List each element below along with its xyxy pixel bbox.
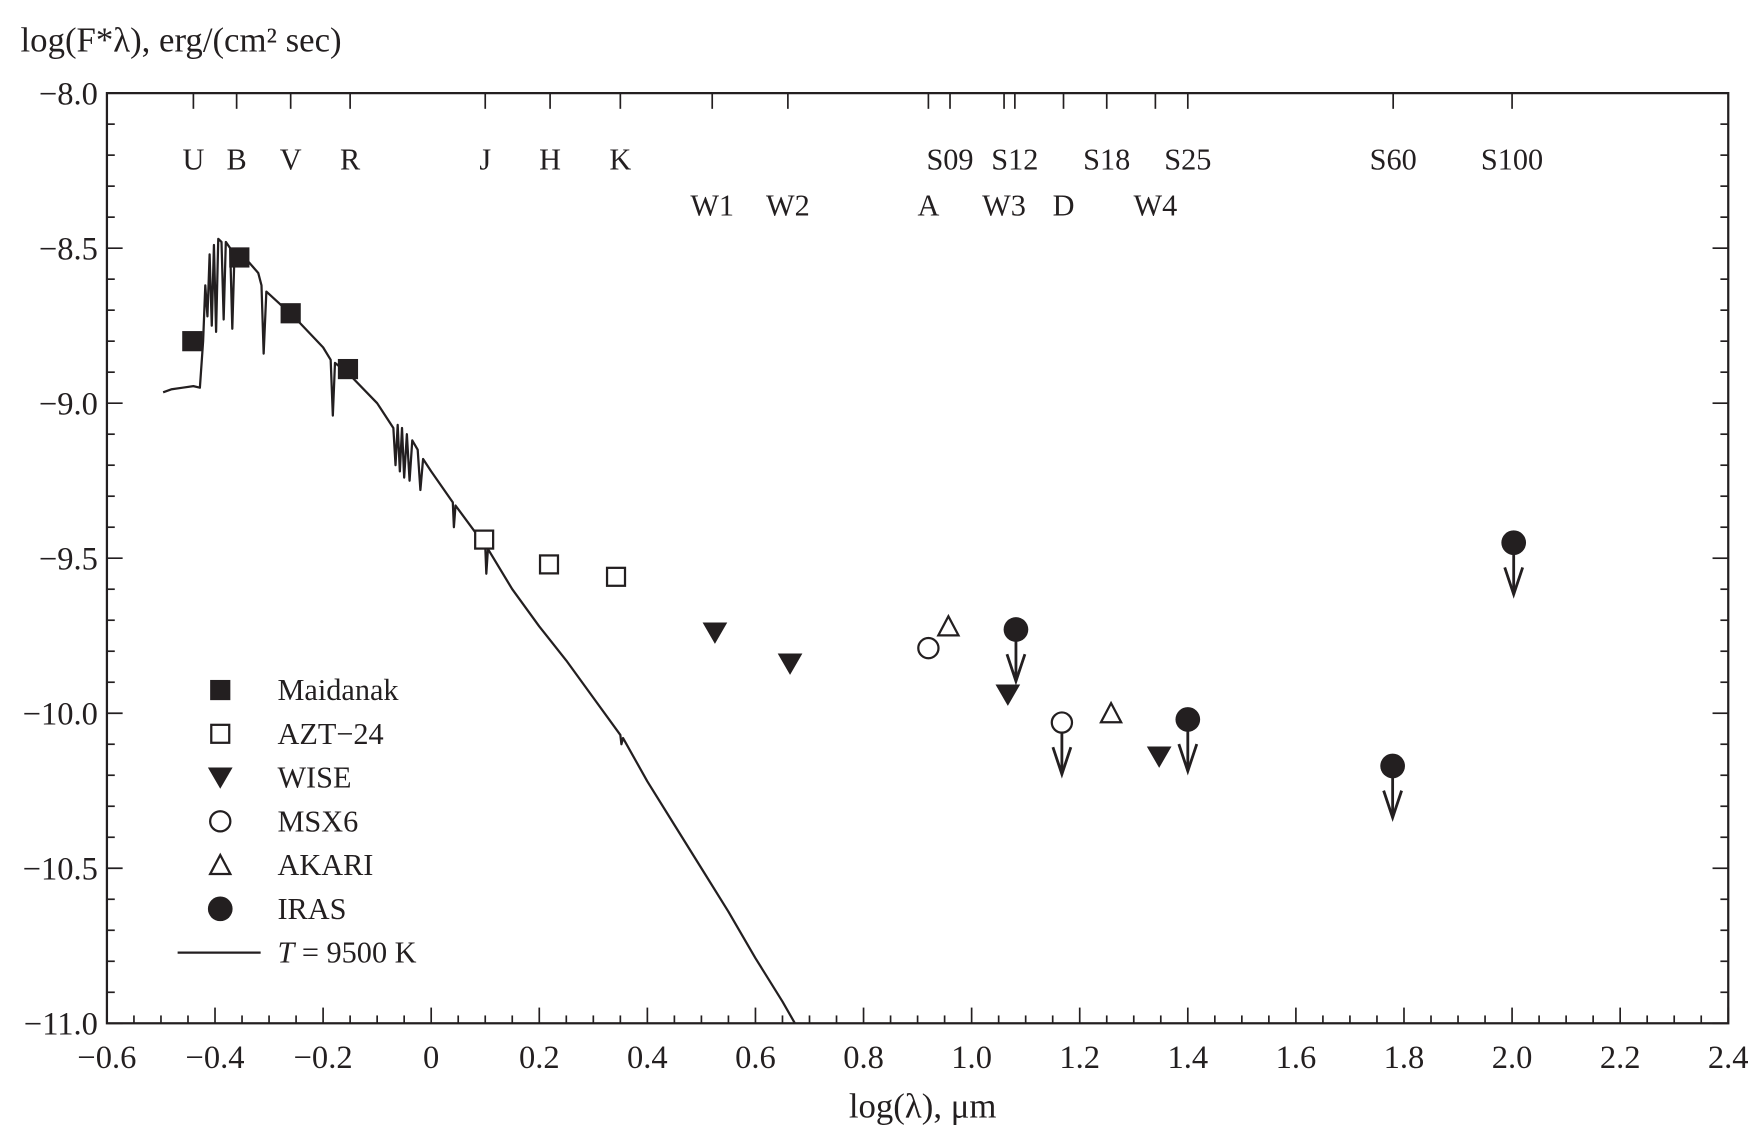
x-tick-label: 1.4 <box>1167 1040 1208 1076</box>
point-maidanak <box>337 358 359 380</box>
point-maidanak <box>229 247 250 268</box>
band-label: U <box>182 142 204 176</box>
point-iras <box>1003 617 1029 642</box>
band-label: W4 <box>1134 188 1178 222</box>
y-axis-label: log(F*λ), erg/(cm² sec) <box>21 21 342 60</box>
band-labels: U B V R J H K S09 S12 S18 S25 S60 S100 W1 W2 A W3 D W4 <box>182 93 1543 222</box>
y-tick-label: −9.5 <box>39 541 98 577</box>
x-tick-label: −0.4 <box>186 1040 245 1076</box>
y-tick-label: −9.0 <box>39 386 98 422</box>
band-label: W3 <box>982 188 1026 222</box>
y-tick-label: −8.0 <box>39 76 98 112</box>
upper-limit-arrowhead <box>1177 743 1199 776</box>
band-label: H <box>539 142 561 176</box>
band-label: A <box>917 188 939 222</box>
y-tick-label: −10.5 <box>23 851 98 887</box>
point-wise <box>1146 746 1172 768</box>
legend-label: AZT−24 <box>277 717 383 751</box>
legend-label: AKARI <box>277 848 373 882</box>
y-tick-label: −11.0 <box>24 1007 98 1043</box>
legend-label: T = 9500 K <box>277 936 416 970</box>
legend-label: IRAS <box>277 892 346 926</box>
legend-label: Maidanak <box>277 673 399 707</box>
point-maidanak <box>280 303 301 324</box>
legend-marker <box>207 767 233 789</box>
point-azt-24 <box>538 554 560 575</box>
x-tick-label: −0.2 <box>294 1040 353 1076</box>
legend-marker <box>210 723 231 744</box>
x-tick-label: 2.0 <box>1492 1040 1533 1076</box>
point-msx6 <box>917 636 940 660</box>
legend-marker <box>208 852 233 876</box>
point-akari <box>936 613 961 637</box>
band-label: D <box>1053 188 1075 222</box>
data-points <box>182 247 1527 822</box>
y-tick-label: −10.0 <box>23 696 98 732</box>
x-tick-label: 2.2 <box>1600 1040 1641 1076</box>
band-label: S09 <box>926 142 973 176</box>
x-tick-label: 1.8 <box>1384 1040 1425 1076</box>
band-label: W1 <box>690 188 734 222</box>
x-tick-label: 0.4 <box>627 1040 668 1076</box>
x-axis-label: log(λ), μm <box>849 1087 997 1126</box>
upper-limit-arrowhead <box>1051 746 1073 779</box>
y-tick-label: −8.5 <box>39 231 98 267</box>
x-tick-label: 1.2 <box>1059 1040 1100 1076</box>
upper-limit-arrowhead <box>1382 790 1403 822</box>
band-label: S100 <box>1481 142 1543 176</box>
point-maidanak <box>182 331 203 352</box>
band-label: V <box>280 142 302 176</box>
upper-limit-arrowhead <box>1503 566 1525 599</box>
legend-marker <box>209 810 232 833</box>
point-msx6 <box>1050 711 1074 734</box>
point-iras <box>1175 707 1201 732</box>
band-label: B <box>227 142 247 176</box>
point-akari <box>1099 700 1124 724</box>
point-azt-24 <box>474 529 495 550</box>
band-label: S25 <box>1164 142 1211 176</box>
point-wise <box>995 684 1021 706</box>
model-curve <box>162 237 796 1024</box>
band-label: K <box>609 142 631 176</box>
x-tick-label: −0.6 <box>77 1040 136 1076</box>
x-tick-label: 2.4 <box>1708 1040 1749 1076</box>
legend-label: MSX6 <box>277 804 358 838</box>
axes: −0.6 −0.4 −0.2 0 0.2 0.4 0.6 0.8 1.0 1.2 1.4 1.6 1.8… <box>23 76 1749 1076</box>
legend-marker <box>210 679 231 701</box>
x-tick-label: 0.2 <box>519 1040 560 1076</box>
upper-limit-arrowhead <box>1005 653 1027 686</box>
band-label: S60 <box>1370 142 1417 176</box>
model-line <box>162 237 796 1024</box>
x-tick-label: 1.0 <box>951 1040 992 1076</box>
legend-marker <box>207 896 233 922</box>
legend-label: WISE <box>277 761 351 795</box>
band-label: J <box>479 142 491 176</box>
point-iras <box>1380 753 1405 779</box>
x-tick-label: 0 <box>423 1040 439 1076</box>
x-tick-label: 0.8 <box>843 1040 884 1076</box>
point-azt-24 <box>605 566 627 587</box>
band-label: S12 <box>991 142 1038 176</box>
band-label: W2 <box>766 188 810 222</box>
band-label: R <box>340 142 361 176</box>
point-iras <box>1501 530 1527 556</box>
legend: Maidanak AZT−24 WISE MSX6 AKARI IRAS T = 9500 … <box>177 673 417 970</box>
point-wise <box>702 622 728 644</box>
x-tick-label: 1.6 <box>1276 1040 1317 1076</box>
band-label: S18 <box>1083 142 1130 176</box>
plot-frame <box>105 92 1730 1025</box>
x-tick-label: 0.6 <box>735 1040 776 1076</box>
point-wise <box>777 653 803 675</box>
